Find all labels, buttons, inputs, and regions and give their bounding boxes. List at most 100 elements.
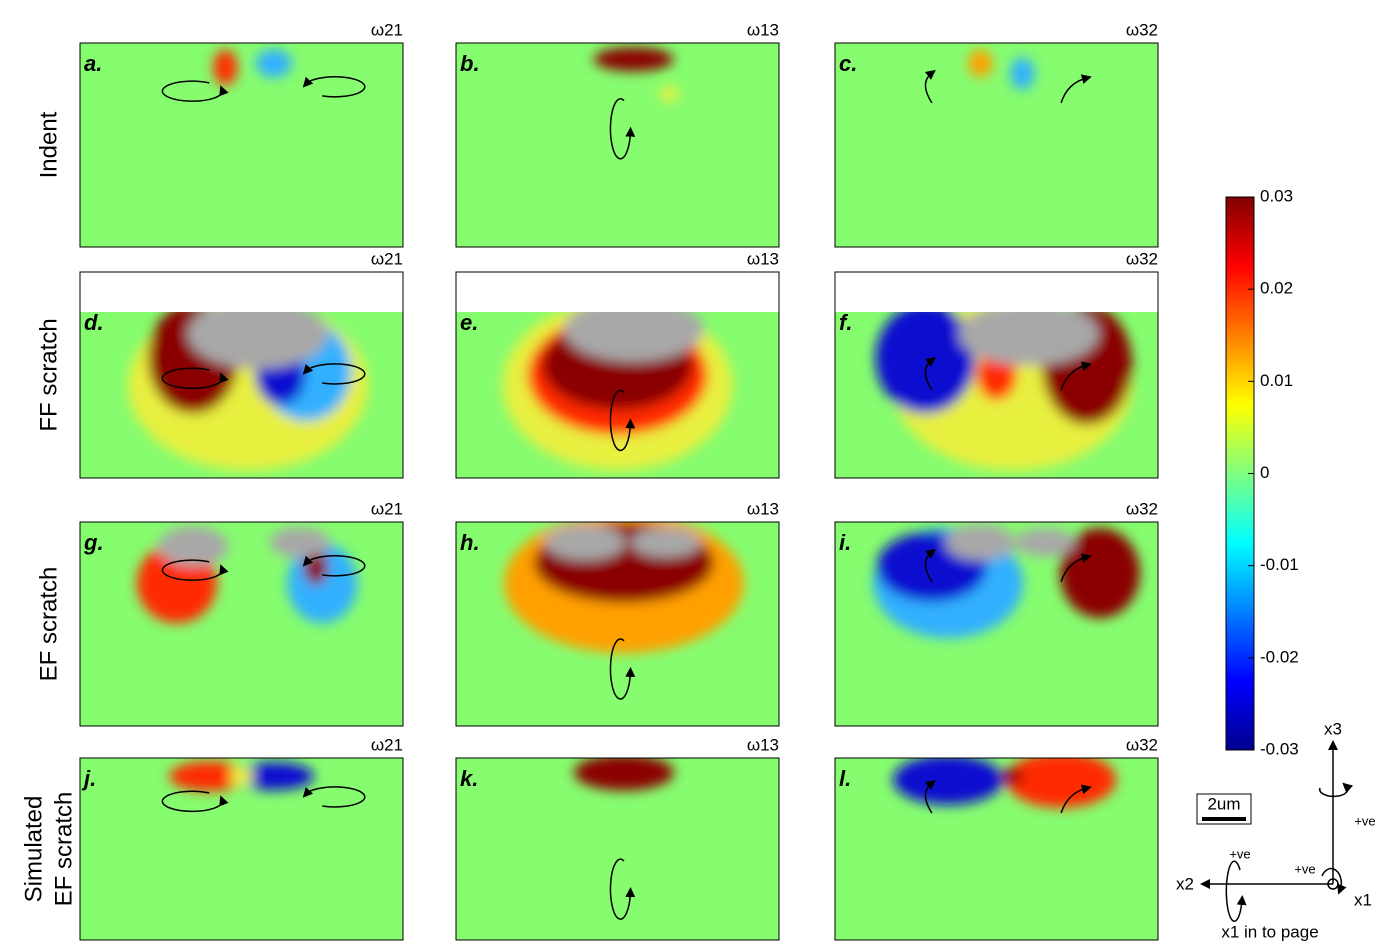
- tick-label: 0.01: [1260, 371, 1293, 390]
- panel-letter: b.: [460, 51, 480, 76]
- rotation-arrow: [609, 638, 636, 700]
- tick-label: 0.02: [1260, 279, 1293, 298]
- strain-region: [893, 758, 1004, 805]
- panel-border: [455, 521, 780, 727]
- tick-label: -0.01: [1260, 555, 1299, 574]
- panel-title: ω21: [371, 249, 403, 268]
- rotation-arrow: [609, 858, 636, 920]
- panel-title: ω32: [1126, 20, 1158, 39]
- panel-title: ω13: [747, 20, 779, 39]
- panel-border: [834, 757, 1159, 941]
- panel-title: ω32: [1126, 735, 1158, 754]
- strain-region: [187, 298, 328, 369]
- rotation-arrow: [1060, 74, 1092, 104]
- heatmap: [456, 272, 779, 478]
- heatmap-panel: d. ω21: [79, 249, 404, 479]
- panel-letter: d.: [84, 310, 104, 335]
- panels: a. ω21 b. ω13 c. ω32 d. ω21 e. ω13 f. ω32 g. ω21 h. ω13…: [79, 20, 1159, 941]
- heatmap-panel: l. ω32: [834, 735, 1159, 941]
- scale-bar: 2um: [1196, 793, 1252, 825]
- field: [873, 524, 1140, 639]
- heatmap: [80, 758, 403, 940]
- strain-region: [945, 524, 1016, 561]
- strain-region: [545, 524, 626, 561]
- heatmap-panel: i. ω32: [834, 499, 1159, 727]
- colorbar-ticks: 0.03 0.02 0.01 0 -0.01 -0.02 -0.03: [1248, 186, 1299, 758]
- heatmap-panel: a. ω21: [79, 20, 404, 248]
- row-label: Indent: [35, 111, 62, 178]
- rotation-arrow: [609, 98, 636, 160]
- tick-label: -0.02: [1260, 647, 1299, 666]
- panel-border: [455, 757, 780, 941]
- field: [503, 522, 744, 654]
- panel-title: ω32: [1126, 499, 1158, 518]
- row-label: EF scratch: [35, 567, 62, 682]
- panel-letter: f.: [839, 310, 852, 335]
- panel-border: [455, 42, 780, 248]
- heatmap-panel: g. ω21: [79, 499, 404, 727]
- panel-title: ω21: [371, 20, 403, 39]
- rotation-arrow: [924, 69, 936, 104]
- field: [502, 297, 733, 471]
- field: [169, 761, 314, 792]
- heatmap: [835, 522, 1158, 726]
- panel-border: [834, 271, 1159, 479]
- strain-region: [659, 86, 680, 102]
- row-label: Simulated: [20, 796, 47, 903]
- strain-region: [233, 762, 314, 791]
- axis-label: x3: [1324, 719, 1342, 738]
- panel-letter: j.: [81, 766, 96, 791]
- strain-region: [213, 49, 238, 86]
- strain-region: [573, 758, 674, 791]
- panel-letter: l.: [839, 766, 851, 791]
- tick-label: -0.03: [1260, 739, 1299, 758]
- strain-region: [229, 766, 254, 787]
- background: [80, 522, 403, 726]
- strain-region: [169, 761, 250, 792]
- panel-border: [455, 271, 780, 479]
- heatmap: [80, 43, 403, 247]
- heatmap: [80, 272, 403, 478]
- scale-label: 2um: [1207, 794, 1240, 813]
- strain-region: [269, 527, 330, 558]
- heatmap: [456, 522, 779, 726]
- rotation-arrow: [924, 356, 936, 391]
- background: [835, 43, 1158, 247]
- strain-region: [1014, 528, 1075, 557]
- rotation-arrow: [161, 559, 229, 581]
- heatmap-panel: k. ω13: [455, 735, 780, 941]
- field: [893, 758, 1117, 808]
- field: [127, 298, 368, 471]
- panel-letter: g.: [83, 530, 104, 555]
- panel-title: ω13: [747, 735, 779, 754]
- strain-region: [158, 526, 229, 567]
- heatmap: [835, 272, 1158, 478]
- strain-region: [968, 49, 993, 78]
- panel-title: ω13: [747, 249, 779, 268]
- panel-border: [834, 42, 1159, 248]
- heatmap-panel: e. ω13: [455, 249, 780, 479]
- heatmap-panel: j. ω21: [79, 735, 404, 941]
- rotation-arrow: [924, 779, 936, 814]
- rotation-arrow: [609, 389, 636, 452]
- field: [213, 49, 292, 86]
- axis-note: x1 in to page: [1221, 922, 1318, 941]
- panel-title: ω13: [747, 499, 779, 518]
- tick-label: 0: [1260, 463, 1269, 482]
- rotation-arrow: [161, 80, 229, 102]
- background: [80, 43, 403, 247]
- rotation-arrow: [1060, 784, 1092, 814]
- panel-letter: c.: [839, 51, 857, 76]
- tick-label: 0.03: [1260, 186, 1293, 205]
- rotation-arrow: [1060, 553, 1092, 583]
- rotation-arrow: [302, 76, 366, 98]
- heatmap: [835, 43, 1158, 247]
- strain-region: [255, 49, 292, 78]
- rotation-arrow: [161, 367, 229, 390]
- panel-title: ω21: [371, 499, 403, 518]
- strain-region: [630, 527, 701, 558]
- strain-region: [875, 303, 976, 414]
- sign-label: +ve: [1354, 813, 1375, 828]
- panel-title: ω32: [1126, 249, 1158, 268]
- rotation-arrow: [924, 548, 936, 583]
